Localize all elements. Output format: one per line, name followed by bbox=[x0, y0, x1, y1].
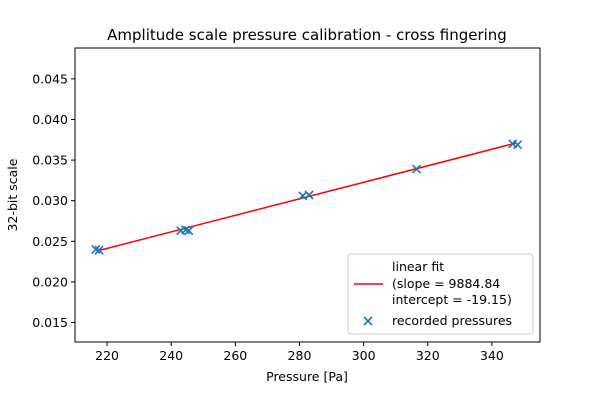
marker-stroke bbox=[411, 164, 422, 174]
y-tick-label: 0.035 bbox=[32, 153, 68, 168]
legend-fit-label-line3: intercept = -19.15) bbox=[392, 292, 512, 307]
data-point bbox=[411, 164, 422, 174]
y-tick-label: 0.045 bbox=[32, 71, 68, 86]
marker-stroke bbox=[184, 226, 194, 236]
marker-stroke bbox=[94, 245, 104, 255]
marker-stroke bbox=[298, 191, 308, 201]
y-axis: 0.015 0.020 0.025 0.030 0.035 0.040 0.045 bbox=[32, 71, 75, 330]
marker-stroke bbox=[91, 244, 101, 254]
x-axis-label: Pressure [Pa] bbox=[266, 369, 348, 384]
marker-stroke bbox=[508, 139, 518, 149]
legend-box bbox=[347, 253, 534, 335]
data-point bbox=[184, 226, 194, 236]
x-tick-label: 260 bbox=[223, 348, 247, 363]
marker-stroke bbox=[304, 190, 314, 200]
x-tick-label: 280 bbox=[288, 348, 312, 363]
x-tick-label: 300 bbox=[352, 348, 376, 363]
y-tick-label: 0.030 bbox=[32, 193, 68, 208]
y-tick-label: 0.025 bbox=[32, 234, 68, 249]
data-point bbox=[304, 190, 314, 200]
data-point bbox=[91, 244, 101, 254]
chart-title: Amplitude scale pressure calibration - c… bbox=[107, 26, 507, 44]
marker-stroke bbox=[181, 225, 191, 235]
x-tick-label: 240 bbox=[159, 348, 183, 363]
data-point bbox=[181, 225, 191, 235]
marker-stroke bbox=[363, 316, 373, 326]
recorded-pressures-series bbox=[91, 139, 523, 255]
x-axis: 220 240 260 280 300 320 340 bbox=[95, 342, 504, 363]
legend-points-marker-swatch bbox=[363, 316, 373, 326]
legend-fit-label-line1: linear fit bbox=[392, 259, 444, 274]
data-point bbox=[512, 140, 523, 150]
legend-x-marker bbox=[363, 316, 373, 326]
plot-frame bbox=[74, 47, 541, 343]
legend-fit-label-line2: (slope = 9884.84 bbox=[392, 276, 500, 291]
x-tick-label: 320 bbox=[416, 348, 440, 363]
data-point bbox=[94, 245, 104, 255]
y-tick-label: 0.020 bbox=[32, 274, 68, 289]
legend-points-label: recorded pressures bbox=[392, 313, 512, 328]
plot-area bbox=[91, 139, 523, 255]
y-axis-label: 32-bit scale bbox=[5, 158, 20, 231]
x-tick-label: 340 bbox=[480, 348, 504, 363]
legend: linear fit (slope = 9884.84 intercept = … bbox=[347, 253, 534, 335]
x-tick-label: 220 bbox=[95, 348, 119, 363]
marker-stroke bbox=[512, 140, 523, 150]
y-tick-label: 0.040 bbox=[32, 112, 68, 127]
y-tick-label: 0.015 bbox=[32, 315, 68, 330]
